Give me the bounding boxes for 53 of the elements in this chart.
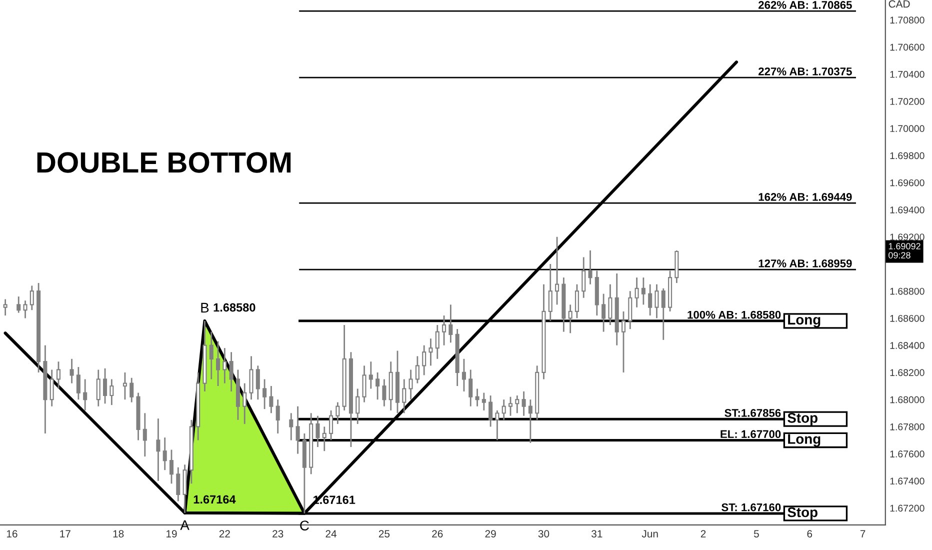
y-tick-label: 1.69400 (890, 206, 924, 214)
annotation: 1.69092 09:28 (888, 243, 920, 258)
ref-line-label: 162% AB: 1.69449 (758, 193, 852, 201)
text: DOUBLE BOTTOM (37, 152, 291, 173)
ref-line-label: 262% AB: 1.70865 (758, 1, 852, 9)
x-tick-label: 5 (754, 530, 759, 538)
y-tick-label: 1.69800 (890, 152, 924, 160)
x-tick-label: 24 (326, 530, 337, 538)
y-tick-label: 1.68200 (890, 369, 924, 376)
y-tick-label: 1.70800 (890, 16, 924, 24)
y-tick-label: 1.67400 (890, 478, 924, 485)
y-tick-label: 1.68400 (890, 342, 924, 349)
x-tick-label: 31 (592, 530, 602, 538)
x-tick-label: 16 (6, 530, 18, 538)
y-tick-label: 1.70200 (890, 98, 924, 105)
x-tick-label: 6 (807, 530, 812, 538)
y-tick-label: 1.68600 (890, 314, 924, 322)
y-axis-title: CAD (888, 0, 910, 8)
x-tick-label: 23 (272, 530, 284, 538)
x-tick-label: 29 (485, 530, 496, 538)
y-tick-label: 1.67200 (890, 504, 924, 512)
y-tick-label: 1.67800 (890, 423, 924, 430)
y-tick-label: 1.69600 (890, 179, 924, 186)
x-tick-label: 17 (60, 530, 70, 538)
ref-line-label: ST:1.67856 (724, 409, 781, 417)
x-tick-label: 7 (860, 530, 866, 538)
annotation: Long (788, 314, 820, 328)
x-tick-label: 2 (700, 530, 706, 538)
x-tick-label: 19 (166, 530, 177, 538)
annotation: Long (788, 434, 820, 447)
y-tick-label: 1.68000 (890, 396, 924, 404)
ref-line-label: 100% AB: 1.68580 (688, 310, 781, 319)
y-tick-label: 1.70400 (890, 70, 924, 78)
x-tick-label: 25 (378, 530, 390, 538)
ref-line-label: EL: 1.67700 (720, 430, 781, 438)
ref-line-label: 127% AB: 1.68959 (758, 259, 852, 268)
y-tick-label: 1.68800 (890, 288, 924, 295)
annotation: 1.67164 (194, 495, 236, 504)
annotation: Stop (788, 412, 818, 426)
annotation: 1.68580 (214, 303, 256, 312)
x-tick-label: 18 (113, 530, 124, 538)
x-tick-label: 22 (219, 530, 230, 538)
x-tick-label: Jun (642, 530, 658, 538)
ref-line-label: 227% AB: 1.70375 (758, 67, 852, 76)
x-tick-label: 30 (538, 530, 550, 538)
x-tick-label: 26 (432, 530, 443, 538)
ref-line-label: ST: 1.67160 (722, 503, 781, 512)
y-tick-label: 1.70600 (890, 44, 924, 51)
y-tick-label: 1.70000 (890, 125, 924, 132)
annotation: B (201, 302, 209, 312)
annotation: Stop (788, 507, 818, 520)
y-tick-label: 1.67600 (890, 450, 924, 458)
y-tick-label: 1.69200 (890, 234, 924, 240)
